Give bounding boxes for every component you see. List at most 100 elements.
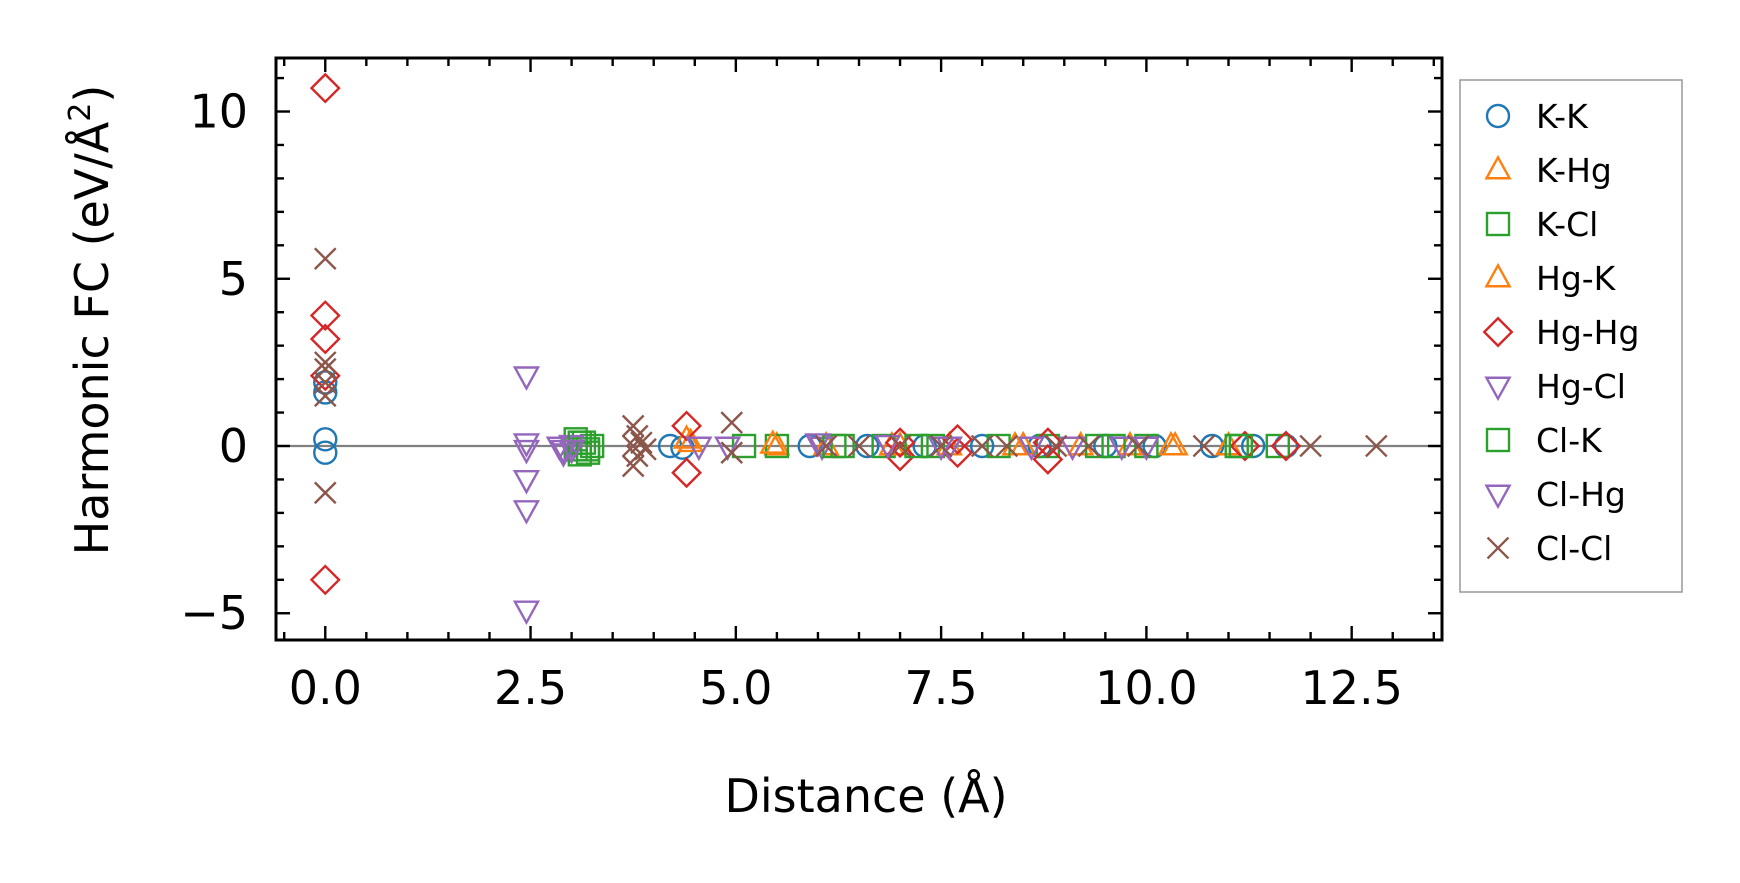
data-point-hg-hg-1	[309, 300, 341, 331]
data-point-hg-hg-6	[671, 457, 703, 489]
data-point-hg-k-0	[677, 427, 705, 453]
data-point-k-k-14	[1240, 433, 1266, 459]
x-tick-label: 2.5	[494, 661, 567, 715]
data-point-k-cl-10	[920, 433, 946, 459]
series-cl-cl	[313, 247, 1388, 505]
data-point-cl-cl-22	[1077, 434, 1101, 458]
series-hg-k	[677, 427, 1189, 456]
data-point-cl-cl-14	[720, 441, 744, 464]
data-point-hg-hg-4	[309, 564, 341, 596]
data-point-hg-cl-1	[512, 433, 541, 458]
data-point-k-k-9	[969, 433, 995, 459]
legend-marker-cl-cl-stroke-b	[1486, 536, 1510, 560]
data-point-hg-hg-2	[309, 323, 341, 355]
data-point-hg-hg-5	[671, 410, 703, 442]
y-tick-label: 10	[189, 85, 248, 139]
data-point-hg-hg-12	[1032, 443, 1064, 475]
data-point-cl-cl-26-stroke-b	[1365, 434, 1388, 458]
data-point-cl-hg-1	[558, 439, 586, 465]
y-tick-label: 5	[219, 252, 248, 306]
data-point-cl-cl-0-stroke-b	[313, 247, 337, 270]
data-point-k-cl-11	[986, 433, 1011, 459]
data-point-hg-hg-14	[1270, 430, 1302, 462]
y-tick-label: 0	[219, 419, 248, 473]
data-point-cl-cl-23-stroke-b	[1126, 434, 1150, 458]
axes-frame	[274, 56, 1444, 642]
legend-marker-hg-cl	[1484, 376, 1512, 402]
legend-label: K-K	[1536, 97, 1589, 136]
legend-marker-cl-cl	[1486, 536, 1510, 560]
data-point-cl-cl-4	[313, 384, 337, 408]
data-point-cl-cl-15	[814, 434, 838, 458]
data-points	[309, 72, 1388, 626]
data-point-cl-k-5	[1228, 433, 1254, 459]
data-point-hg-hg-9	[942, 423, 973, 455]
legend-label: K-Cl	[1536, 205, 1598, 244]
data-point-cl-cl-12	[621, 434, 645, 458]
data-point-cl-cl-4-stroke-b	[313, 384, 337, 408]
data-point-cl-cl-22-stroke-b	[1077, 434, 1101, 458]
x-axis-label: Distance (Å)	[724, 769, 1007, 823]
legend-item-hg-k: Hg-K	[1484, 259, 1617, 298]
series-hg-cl	[512, 366, 1160, 626]
data-point-hg-k-3	[1009, 430, 1037, 456]
data-point-cl-cl-23	[1126, 434, 1150, 458]
data-point-cl-cl-17-stroke-b	[888, 434, 912, 458]
legend: K-K K-Hg K-Cl Hg-K Hg-Hg Hg-Cl Cl-K Cl-Hg Cl-Cl	[1459, 79, 1683, 593]
data-point-hg-cl-4	[512, 500, 541, 525]
plot-frame	[274, 56, 1444, 642]
data-point-cl-cl-21-stroke-b	[1044, 434, 1068, 458]
legend-marker-hg-hg	[1482, 316, 1514, 348]
data-point-cl-cl-12-stroke-b	[621, 434, 645, 458]
legend-item-cl-k: Cl-K	[1485, 421, 1603, 460]
data-point-cl-cl-19	[970, 434, 994, 458]
y-axis-label-superscript: 2	[63, 103, 98, 122]
x-tick-label: 12.5	[1300, 661, 1402, 715]
x-tick-label: 10.0	[1095, 661, 1197, 715]
data-point-cl-cl-24-stroke-b	[1192, 434, 1216, 458]
y-tick-label: −5	[180, 586, 248, 640]
data-point-cl-cl-10-stroke-b	[630, 431, 653, 454]
data-point-hg-cl-2	[512, 439, 541, 465]
legend-marker-hg-k	[1484, 262, 1512, 288]
data-point-hg-cl-14	[1017, 436, 1046, 462]
data-point-k-hg-1	[763, 430, 791, 456]
data-point-cl-cl-24	[1192, 434, 1216, 458]
data-point-hg-cl-3	[512, 469, 541, 495]
data-point-cl-cl-14-stroke-b	[720, 441, 744, 464]
data-point-cl-cl-11-stroke-b	[634, 438, 657, 461]
data-point-cl-cl-26	[1365, 434, 1388, 458]
data-point-cl-cl-6-stroke-b	[621, 414, 645, 438]
data-point-hg-k-4	[1161, 430, 1189, 456]
data-point-cl-cl-13-stroke-b	[720, 411, 744, 434]
legend-item-hg-hg: Hg-Hg	[1482, 313, 1639, 352]
data-point-cl-cl-20-stroke-b	[995, 434, 1019, 458]
data-point-k-k-13	[1199, 433, 1225, 459]
data-point-hg-hg-10	[942, 437, 973, 469]
data-point-hg-cl-15	[1058, 436, 1087, 462]
data-point-cl-cl-25-stroke-b	[1299, 434, 1322, 458]
data-point-k-k-2	[313, 427, 338, 452]
data-point-hg-cl-5	[512, 600, 541, 626]
legend-marker-k-cl	[1485, 211, 1511, 237]
data-point-hg-cl-0	[512, 366, 541, 391]
legend-label: Cl-Cl	[1536, 529, 1612, 568]
legend-label: Hg-K	[1536, 259, 1617, 298]
legend-marker-cl-k	[1485, 427, 1511, 453]
data-point-k-cl-13	[1084, 433, 1110, 459]
data-point-cl-k-4	[1101, 433, 1126, 459]
x-tick-label: 7.5	[905, 661, 978, 715]
legend-label: K-Hg	[1536, 151, 1612, 190]
data-point-cl-cl-0	[313, 247, 337, 270]
y-axis-label: Harmonic FC (eV/Å2)	[63, 85, 119, 556]
data-point-hg-hg-0	[309, 72, 341, 104]
legend-marker-cl-hg	[1484, 484, 1512, 510]
data-point-cl-cl-17	[888, 434, 912, 458]
data-point-k-k-1	[313, 370, 338, 395]
data-point-hg-cl-12	[874, 434, 902, 460]
data-point-hg-hg-13	[1229, 430, 1261, 462]
legend-item-k-k: K-K	[1485, 97, 1589, 136]
data-point-cl-cl-1-stroke-b	[313, 351, 337, 374]
legend-label: Cl-K	[1536, 421, 1603, 460]
